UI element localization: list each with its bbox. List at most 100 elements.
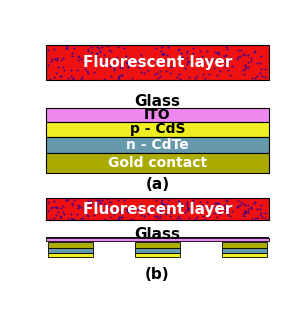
Point — [180, 203, 185, 209]
Point — [155, 216, 160, 221]
Point — [115, 197, 120, 202]
Point — [95, 197, 99, 203]
Point — [126, 63, 130, 69]
Point — [137, 209, 142, 215]
Point — [240, 51, 245, 57]
Point — [159, 199, 164, 205]
Point — [49, 58, 54, 64]
Point — [187, 215, 192, 220]
Point — [70, 50, 75, 55]
Point — [215, 200, 220, 205]
Point — [98, 200, 103, 206]
Point — [250, 216, 255, 221]
Point — [158, 63, 163, 69]
Point — [115, 203, 119, 209]
Point — [104, 196, 109, 202]
Point — [82, 60, 87, 65]
Point — [120, 72, 125, 78]
Bar — [45, 108, 269, 122]
Point — [118, 64, 122, 69]
Point — [101, 202, 106, 207]
Point — [123, 206, 128, 211]
Point — [80, 74, 85, 79]
Point — [76, 203, 81, 209]
Point — [185, 59, 190, 64]
Point — [55, 204, 60, 209]
Point — [250, 76, 255, 81]
Point — [86, 213, 91, 218]
Point — [153, 71, 157, 76]
Point — [238, 47, 243, 53]
Point — [177, 213, 181, 218]
Point — [82, 206, 87, 212]
Bar — [222, 242, 267, 248]
Point — [154, 45, 159, 50]
Point — [75, 58, 80, 63]
Point — [113, 62, 118, 68]
Point — [115, 54, 119, 60]
Point — [223, 58, 228, 63]
Point — [258, 213, 263, 218]
Point — [88, 200, 93, 205]
Point — [259, 215, 264, 220]
Point — [48, 76, 53, 81]
Point — [164, 52, 169, 57]
Point — [60, 55, 65, 60]
Point — [248, 205, 253, 211]
Point — [237, 53, 242, 59]
Point — [197, 199, 202, 205]
Point — [95, 50, 100, 55]
Point — [167, 213, 172, 218]
Point — [70, 200, 75, 206]
Point — [169, 209, 173, 215]
Bar — [45, 237, 269, 238]
Text: Glass: Glass — [134, 94, 180, 109]
Point — [228, 203, 233, 209]
Point — [177, 76, 182, 82]
Point — [205, 48, 210, 53]
Point — [249, 204, 254, 209]
Point — [61, 67, 66, 73]
Bar — [135, 253, 180, 258]
Point — [160, 201, 165, 207]
Point — [48, 216, 53, 222]
Point — [52, 204, 57, 209]
Point — [52, 46, 57, 51]
Point — [175, 47, 180, 52]
Point — [93, 201, 98, 207]
Bar — [135, 248, 180, 253]
Point — [91, 212, 96, 217]
Point — [79, 204, 84, 210]
Point — [64, 198, 69, 203]
Point — [137, 65, 142, 70]
Point — [88, 197, 93, 202]
Point — [58, 215, 63, 220]
Text: (b): (b) — [145, 267, 170, 282]
Point — [130, 76, 135, 81]
Point — [185, 206, 190, 211]
Point — [238, 199, 243, 204]
Point — [122, 198, 126, 203]
Point — [119, 73, 124, 78]
Bar — [45, 198, 269, 220]
Point — [94, 54, 99, 59]
Point — [161, 201, 166, 207]
Point — [50, 204, 55, 209]
Point — [193, 216, 198, 221]
Text: ITO: ITO — [144, 108, 171, 122]
Point — [94, 203, 99, 208]
Bar — [48, 253, 93, 258]
Point — [212, 200, 217, 205]
Point — [54, 57, 59, 63]
Point — [223, 202, 228, 207]
Point — [125, 209, 130, 214]
Point — [196, 55, 200, 60]
Point — [160, 51, 165, 56]
Point — [206, 207, 211, 212]
Point — [107, 47, 111, 53]
Point — [125, 61, 130, 66]
Point — [68, 74, 73, 79]
Point — [106, 56, 111, 61]
Point — [61, 209, 66, 215]
Point — [68, 211, 73, 216]
